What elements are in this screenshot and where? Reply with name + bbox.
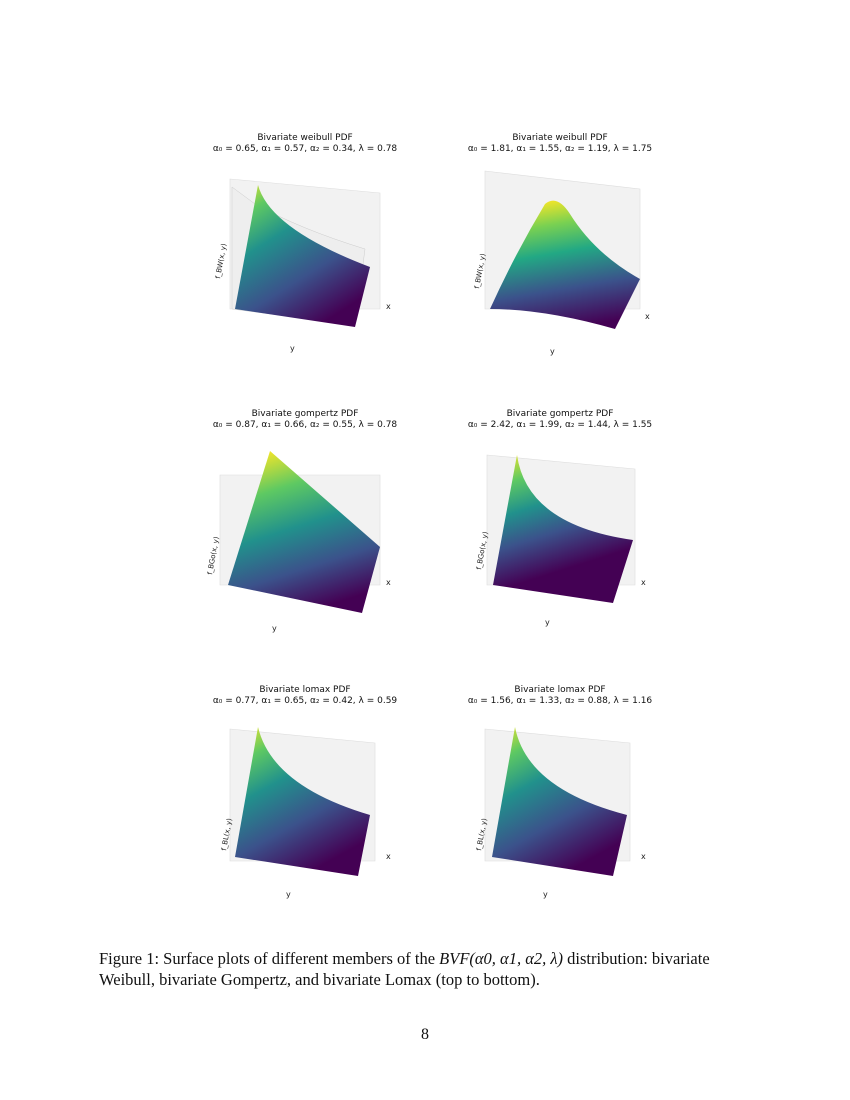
x-axis-label: x — [641, 852, 646, 861]
surface-plot: f_BGo(x, y) y x — [206, 451, 391, 633]
y-axis-label: y — [290, 344, 295, 353]
y-axis-label: y — [543, 890, 548, 899]
plot-title: Bivariate gompertz PDF α₀ = 0.87, α₁ = 0.… — [212, 409, 398, 430]
y-axis-label: y — [286, 890, 291, 899]
plot-title: Bivariate weibull PDF α₀ = 0.65, α₁ = 0.5… — [212, 133, 398, 154]
x-axis-label: x — [386, 852, 391, 861]
z-axis-label: f_BW(x, y) — [214, 243, 228, 280]
x-axis-label: x — [641, 578, 646, 587]
plot-gompertz-2: Bivariate gompertz PDF α₀ = 2.42, α₁ = 1.… — [445, 409, 675, 659]
x-axis-label: x — [386, 578, 391, 587]
y-axis-label: y — [550, 347, 555, 356]
figure-caption: Figure 1: Surface plots of different mem… — [99, 948, 759, 990]
page-number: 8 — [421, 1026, 429, 1043]
caption-math: BVF(α0, α1, α2, λ) — [439, 949, 564, 968]
surface-plot: f_BGo(x, y) y x — [475, 454, 646, 627]
plot-title: Bivariate gompertz PDF α₀ = 2.42, α₁ = 1.… — [467, 409, 653, 430]
plot-title: Bivariate lomax PDF α₀ = 1.56, α₁ = 1.33,… — [467, 685, 653, 706]
surface-plot: f_BL(x, y) y x — [220, 727, 391, 899]
y-axis-label: y — [545, 618, 550, 627]
plot-lomax-2: Bivariate lomax PDF α₀ = 1.56, α₁ = 1.33,… — [445, 685, 675, 935]
caption-text: Surface plots of different members of th… — [159, 949, 440, 968]
plot-lomax-1: Bivariate lomax PDF α₀ = 0.77, α₁ = 0.65,… — [190, 685, 420, 935]
surface-plot: f_BW(x, y) y x — [214, 178, 391, 353]
plot-weibull-1: Bivariate weibull PDF α₀ = 0.65, α₁ = 0.5… — [190, 133, 420, 383]
caption-label: Figure 1: — [99, 949, 160, 968]
plot-title: Bivariate lomax PDF α₀ = 0.77, α₁ = 0.65,… — [212, 685, 398, 706]
plot-weibull-2: Bivariate weibull PDF α₀ = 1.81, α₁ = 1.5… — [445, 133, 675, 383]
x-axis-label: x — [645, 312, 650, 321]
y-axis-label: y — [272, 624, 277, 633]
plot-title: Bivariate weibull PDF α₀ = 1.81, α₁ = 1.5… — [467, 133, 653, 154]
z-axis-label: f_BGo(x, y) — [206, 536, 221, 576]
caption-text-end: distribution: bivariate Weibull, bivaria… — [99, 949, 710, 989]
plot-gompertz-1: Bivariate gompertz PDF α₀ = 0.87, α₁ = 0.… — [190, 409, 420, 659]
x-axis-label: x — [386, 302, 391, 311]
surface-plot: f_BL(x, y) y x — [475, 727, 646, 899]
surface-plot: f_BW(x, y) y x — [473, 170, 650, 356]
